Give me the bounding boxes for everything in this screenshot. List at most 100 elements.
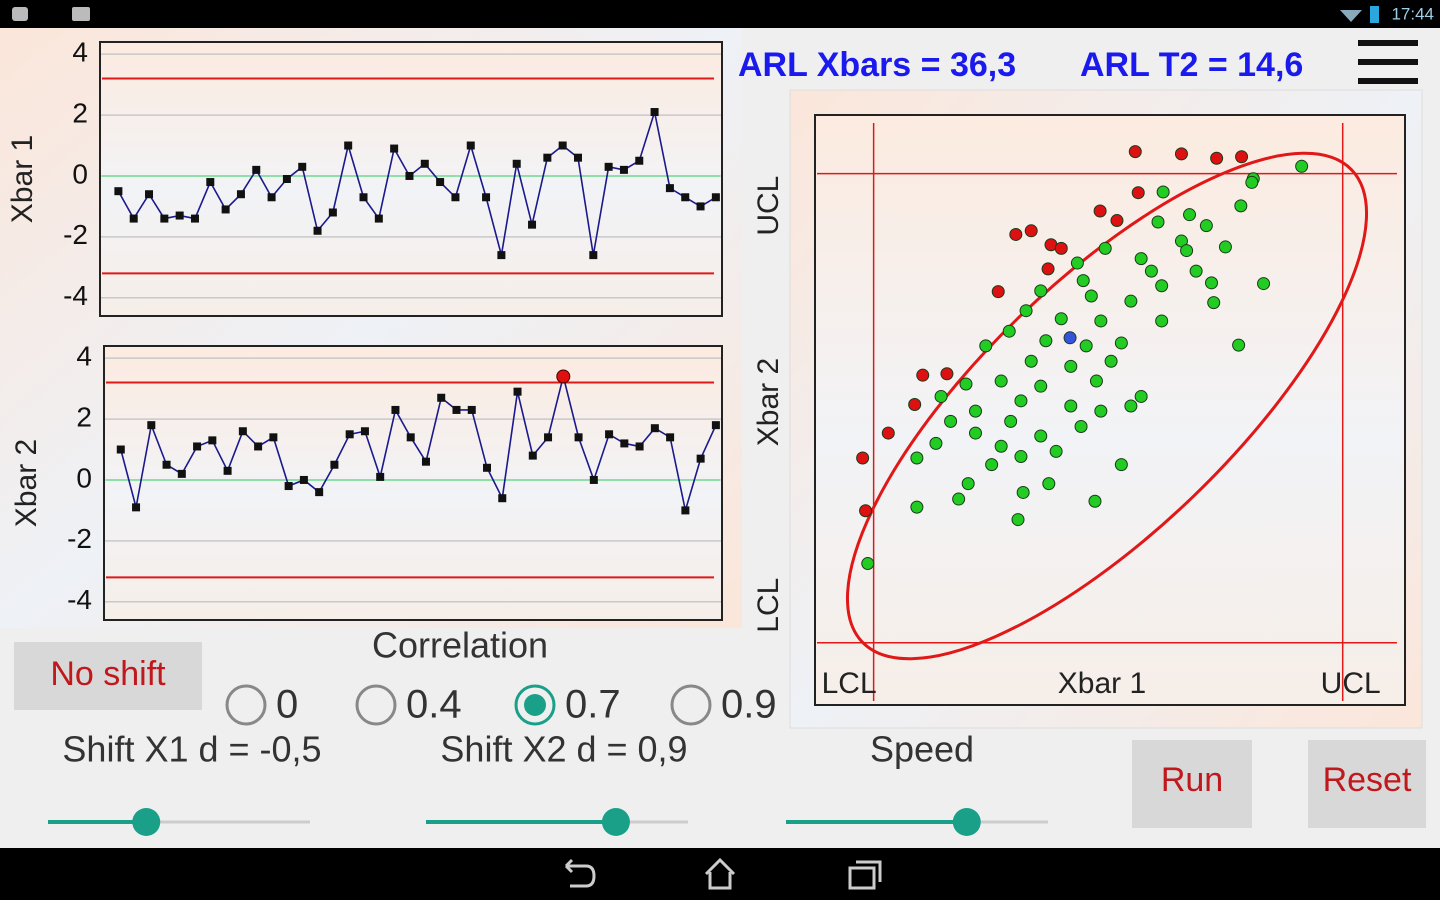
- point: [1049, 444, 1063, 458]
- point: [1014, 450, 1028, 464]
- point: [1064, 399, 1078, 413]
- radio-option[interactable]: 0.4: [355, 683, 462, 727]
- point: [1174, 147, 1188, 161]
- status-icon: [12, 7, 28, 21]
- back-button[interactable]: [564, 858, 596, 888]
- point: [1155, 314, 1169, 328]
- button-label: Reset: [1323, 761, 1412, 799]
- menu-bar: [1358, 59, 1418, 65]
- wifi-icon: [1340, 10, 1362, 22]
- point: [1234, 199, 1248, 213]
- point: [1199, 219, 1213, 233]
- arl-t2: ARL T2 = 14,6: [1080, 46, 1303, 84]
- point: [1114, 336, 1128, 350]
- menu-button[interactable]: [1358, 40, 1418, 84]
- no-shift-button[interactable]: No shift: [14, 642, 202, 710]
- slider[interactable]: [426, 808, 688, 836]
- point: [452, 405, 461, 414]
- point: [528, 220, 537, 229]
- point: [145, 190, 154, 199]
- charts: -4 -2 0 2 4 Xbar 1 -4 -2 0 2 4 Xbar 2 LCL UCL LCL UCL Xb…: [6, 37, 1406, 706]
- point: [1054, 312, 1068, 326]
- point: [1009, 227, 1023, 241]
- slider[interactable]: [48, 808, 310, 836]
- radio-ring: [225, 684, 267, 726]
- point: [979, 339, 993, 353]
- shift-x2-label: Shift X2 d = 0,9: [440, 729, 687, 770]
- point: [1128, 145, 1142, 159]
- point: [221, 205, 230, 214]
- sliders: [48, 808, 1048, 836]
- point: [1039, 334, 1053, 348]
- point: [696, 202, 705, 211]
- point: [910, 500, 924, 514]
- slider[interactable]: [786, 808, 1048, 836]
- shift-x1-label: Shift X1 d = -0,5: [62, 729, 321, 770]
- point: [1034, 284, 1048, 298]
- y-tick-label: LCL: [752, 578, 785, 633]
- series-line: [117, 111, 717, 256]
- point: [513, 387, 522, 396]
- point: [1002, 324, 1016, 338]
- point: [1124, 294, 1138, 308]
- battery-icon: [1370, 6, 1379, 23]
- point: [650, 108, 659, 117]
- t2-ellipse: [845, 151, 1369, 661]
- radio-option[interactable]: 0.9: [670, 683, 777, 727]
- point: [129, 214, 138, 223]
- point: [944, 414, 958, 428]
- menu-bar: [1358, 78, 1418, 84]
- y-axis-title: Xbar 2: [752, 358, 785, 446]
- x-axis-title: Xbar 1: [1058, 667, 1146, 700]
- point: [512, 159, 521, 168]
- point: [1019, 304, 1033, 318]
- point: [269, 433, 278, 442]
- reset-button[interactable]: Reset: [1308, 740, 1426, 828]
- run-button[interactable]: Run: [1132, 740, 1252, 828]
- point: [421, 457, 430, 466]
- point: [994, 439, 1008, 453]
- point: [344, 141, 353, 150]
- point: [991, 285, 1005, 299]
- point: [961, 477, 975, 491]
- point: [1011, 513, 1025, 527]
- point: [1076, 274, 1090, 288]
- button-bg: [14, 642, 202, 710]
- point: [345, 430, 354, 439]
- plot-area: [815, 115, 1405, 705]
- point: [1156, 185, 1170, 199]
- point: [696, 454, 705, 463]
- point: [466, 141, 475, 150]
- point: [1151, 215, 1165, 229]
- point: [451, 193, 460, 202]
- point: [1295, 159, 1309, 173]
- point: [985, 458, 999, 472]
- point: [861, 557, 875, 571]
- radio-option[interactable]: 0.7: [514, 683, 621, 727]
- point: [1070, 256, 1084, 270]
- point: [1079, 339, 1093, 353]
- point: [528, 451, 537, 460]
- radio-option[interactable]: 0: [225, 683, 298, 727]
- button-label: Run: [1161, 761, 1223, 799]
- point: [1134, 252, 1148, 266]
- point: [969, 426, 983, 440]
- point: [114, 187, 123, 196]
- home-button[interactable]: [704, 857, 736, 890]
- recents-button[interactable]: [848, 860, 882, 890]
- point: [330, 460, 339, 469]
- point: [1094, 314, 1108, 328]
- correlation-title: Correlation: [372, 625, 548, 666]
- point: [1016, 485, 1030, 499]
- point: [315, 488, 324, 497]
- point: [1180, 244, 1194, 258]
- point: [437, 393, 446, 402]
- point: [254, 442, 263, 451]
- point: [1189, 264, 1203, 278]
- status-icon: [72, 7, 90, 21]
- point: [1063, 331, 1077, 345]
- point: [467, 405, 476, 414]
- point: [1089, 374, 1103, 388]
- scatter-points: [856, 145, 1309, 571]
